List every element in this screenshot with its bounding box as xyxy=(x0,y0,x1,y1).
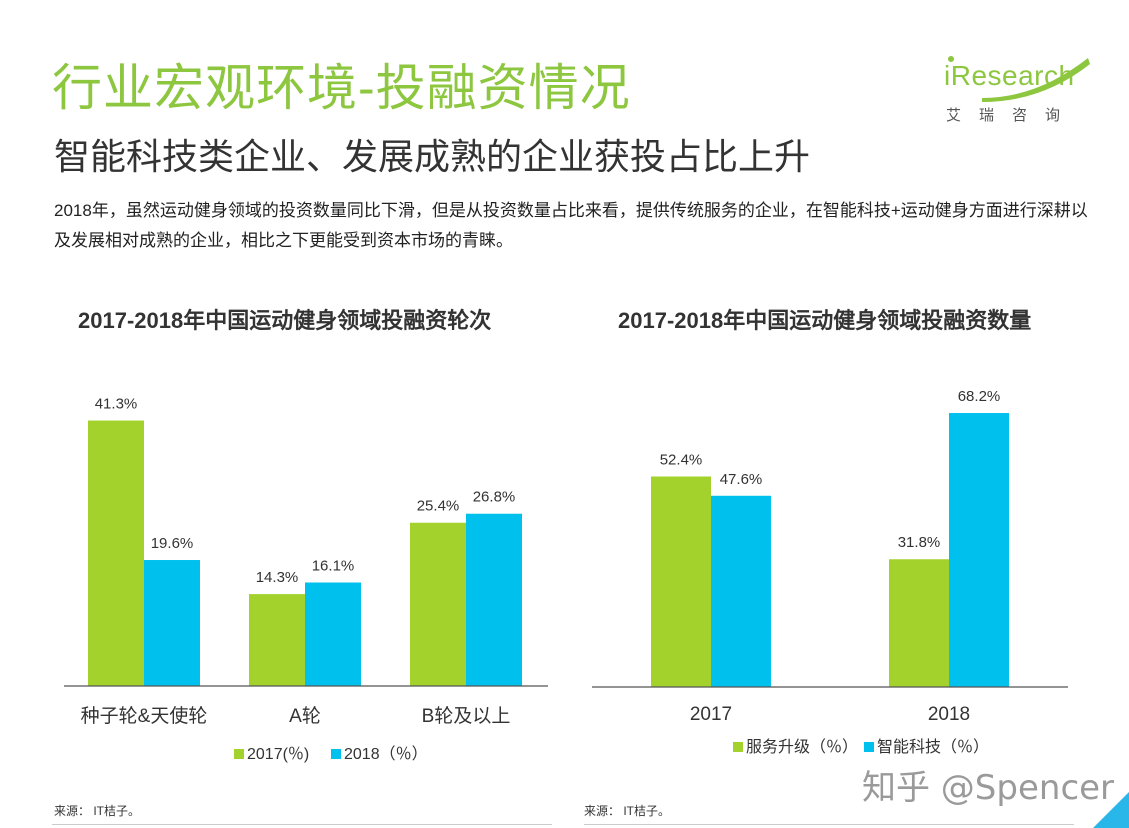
chart2-category-label: 2018 xyxy=(928,704,970,725)
chart1-bar xyxy=(88,420,144,686)
chart1-bar xyxy=(249,594,305,686)
chart2-legend-label: 服务升级（％） xyxy=(746,738,858,756)
watermark: 知乎 @Spencer xyxy=(862,768,1115,808)
chart1-bar xyxy=(144,560,200,686)
logo-swoosh-icon xyxy=(982,58,1090,102)
logo-subtitle: 艾瑞咨询 xyxy=(946,107,1079,124)
chart1-legend-swatch xyxy=(234,749,244,759)
chart1-legend-label: 2018（％） xyxy=(344,745,428,763)
chart1-bar xyxy=(305,582,361,686)
chart1-data-label: 16.1% xyxy=(312,558,355,575)
chart2-data-label: 52.4% xyxy=(660,451,703,468)
chart1-source: 来源： IT桔子。 xyxy=(54,804,140,818)
corner-decoration xyxy=(1093,792,1129,828)
chart1-data-label: 26.8% xyxy=(473,489,516,506)
chart1-legend-label: 2017(％) xyxy=(247,746,309,763)
chart2-legend-swatch xyxy=(864,742,874,752)
page-title: 行业宏观环境-投融资情况 xyxy=(52,60,631,116)
chart1-data-label: 41.3% xyxy=(95,396,138,413)
chart1-data-label: 25.4% xyxy=(417,498,460,515)
iresearch-logo: iResearch 艾瑞咨询 xyxy=(942,54,1092,126)
chart2-legend-swatch xyxy=(733,742,743,752)
chart2-title: 2017-2018年中国运动健身领域投融资数量 xyxy=(618,308,1032,333)
chart2-data-label: 47.6% xyxy=(720,471,763,488)
chart2-bar xyxy=(949,413,1009,687)
chart1-category-label: B轮及以上 xyxy=(422,705,511,727)
chart1-title: 2017-2018年中国运动健身领域投融资轮次 xyxy=(78,308,492,333)
chart1-category-label: 种子轮&天使轮 xyxy=(81,705,208,727)
chart1-legend-swatch xyxy=(331,749,341,759)
chart2-bar xyxy=(889,559,949,687)
chart2-data-label: 68.2% xyxy=(958,388,1001,405)
chart2-category-label: 2017 xyxy=(690,704,732,725)
chart2-data-label: 31.8% xyxy=(898,534,941,551)
chart1-source-divider xyxy=(52,824,552,825)
chart2-source-divider xyxy=(584,824,1074,825)
chart2-bar xyxy=(711,495,771,687)
chart1-bar xyxy=(466,513,522,686)
chart1-data-label: 19.6% xyxy=(151,535,194,552)
chart1-data-label: 14.3% xyxy=(256,569,299,586)
summary-text: 2018年，虽然运动健身领域的投资数量同比下滑，但是从投资数量占比来看，提供传统… xyxy=(54,201,1088,250)
page-subtitle: 智能科技类企业、发展成熟的企业获投占比上升 xyxy=(54,136,811,177)
chart2-legend-label: 智能科技（％） xyxy=(877,738,989,756)
chart1-category-label: A轮 xyxy=(289,705,321,727)
chart2-source: 来源： IT桔子。 xyxy=(584,804,670,818)
logo-dot-icon xyxy=(948,56,954,62)
chart2-bar xyxy=(651,476,711,687)
chart1-bar xyxy=(410,522,466,686)
logo-wordmark: iResearch xyxy=(944,60,1075,91)
